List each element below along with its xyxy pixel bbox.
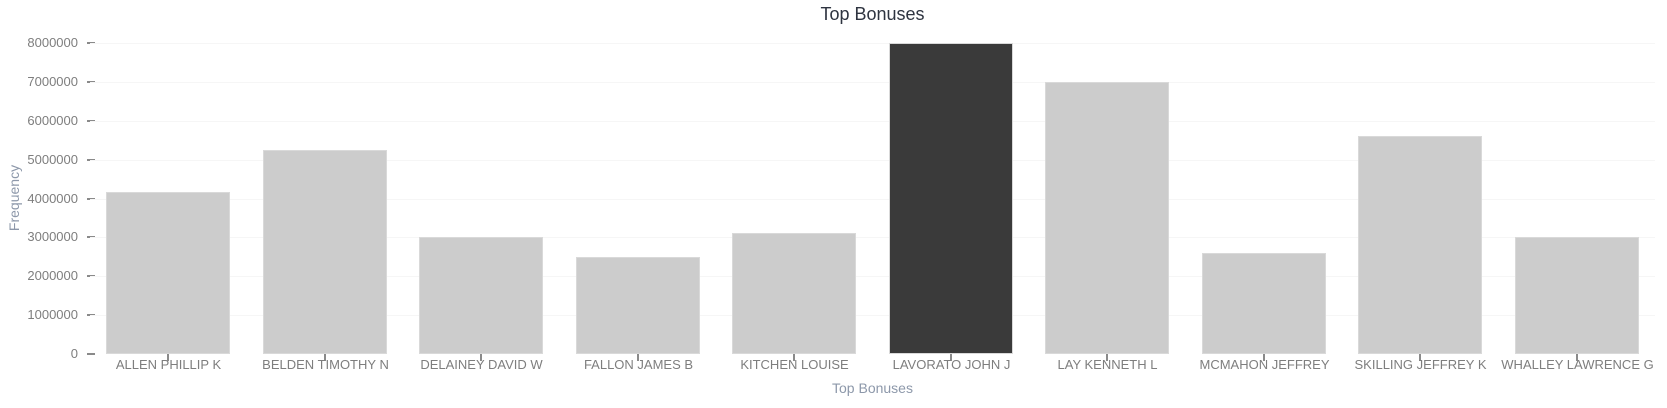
x-tick-mark-whalley-lawrence-g xyxy=(1576,354,1578,361)
x-tick-label-lay-kenneth-l: LAY KENNETH L xyxy=(1057,357,1158,372)
y-tick-label-3000000: 3000000 xyxy=(27,229,78,245)
gridline-4000000 xyxy=(90,198,1655,200)
y-tick-5000000: 5000000 xyxy=(0,152,100,168)
bar-mcmahon-jeffrey xyxy=(1202,253,1326,354)
gridline-2000000 xyxy=(90,276,1655,278)
plot-area xyxy=(90,43,1655,354)
gridline-3000000 xyxy=(90,237,1655,239)
y-tick-2000000: 2000000 xyxy=(0,268,100,284)
x-tick-label-belden-timothy-n: BELDEN TIMOTHY N xyxy=(262,357,389,372)
y-tick-7000000: 7000000 xyxy=(0,74,100,90)
y-tick-0: 0 xyxy=(0,346,100,362)
y-tick-mark-0 xyxy=(87,353,95,355)
bar-delainey-david-w xyxy=(419,237,543,354)
x-tick-mark-mcmahon-jeffrey xyxy=(1263,354,1265,361)
y-tick-1000000: 1000000 xyxy=(0,307,100,323)
gridline-7000000 xyxy=(90,81,1655,83)
x-tick-mark-skilling-jeffrey-k xyxy=(1419,354,1421,361)
y-tick-label-2000000: 2000000 xyxy=(27,268,78,284)
x-tick-label-skilling-jeffrey-k: SKILLING JEFFREY K xyxy=(1354,357,1487,372)
chart-title: Top Bonuses xyxy=(820,4,925,24)
gridline-6000000 xyxy=(90,120,1655,122)
x-tick-mark-lavorato-john-j xyxy=(950,354,952,361)
bar-allen-phillip-k xyxy=(106,192,230,354)
x-tick-mark-allen-phillip-k xyxy=(167,354,169,361)
bar-fallon-james-b xyxy=(576,257,700,354)
y-tick-label-8000000: 8000000 xyxy=(27,35,78,50)
x-tick-label-kitchen-louise: KITCHEN LOUISE xyxy=(740,357,849,372)
x-tick-mark-kitchen-louise xyxy=(793,354,795,361)
x-tick-mark-lay-kenneth-l xyxy=(1106,354,1108,361)
gridline-1000000 xyxy=(90,315,1655,317)
y-tick-label-7000000: 7000000 xyxy=(27,73,78,89)
x-tick-label-fallon-james-b: FALLON JAMES B xyxy=(583,357,694,372)
y-tick-label-5000000: 5000000 xyxy=(27,151,78,167)
bar-kitchen-louise xyxy=(732,233,856,354)
gridline-8000000 xyxy=(90,43,1655,44)
bar-skilling-jeffrey-k xyxy=(1358,136,1482,354)
y-tick-3000000: 3000000 xyxy=(0,229,100,245)
y-tick-8000000: 8000000 xyxy=(0,35,100,51)
x-tick-label-lavorato-john-j: LAVORATO JOHN J xyxy=(892,357,1011,372)
bar-lavorato-john-j xyxy=(889,43,1013,354)
y-tick-6000000: 6000000 xyxy=(0,113,100,129)
y-tick-label-6000000: 6000000 xyxy=(27,112,78,128)
y-tick-label-1000000: 1000000 xyxy=(27,307,78,323)
bar-whalley-lawrence-g xyxy=(1515,237,1639,354)
x-tick-mark-delainey-david-w xyxy=(480,354,482,361)
bar-belden-timothy-n xyxy=(263,150,387,354)
x-tick-label-mcmahon-jeffrey: MCMAHON JEFFREY xyxy=(1199,357,1330,372)
y-tick-4000000: 4000000 xyxy=(0,191,100,207)
x-tick-label-delainey-david-w: DELAINEY DAVID W xyxy=(420,357,543,372)
x-tick-mark-belden-timothy-n xyxy=(324,354,326,361)
y-tick-label-0: 0 xyxy=(70,346,78,361)
gridline-5000000 xyxy=(90,159,1655,161)
x-tick-mark-fallon-james-b xyxy=(637,354,639,361)
x-tick-label-allen-phillip-k: ALLEN PHILLIP K xyxy=(115,357,222,372)
bar-lay-kenneth-l xyxy=(1045,82,1169,354)
x-axis-title: Top Bonuses xyxy=(832,380,913,396)
x-tick-label-whalley-lawrence-g: WHALLEY LAWRENCE G xyxy=(1501,357,1654,372)
y-tick-label-4000000: 4000000 xyxy=(27,190,78,206)
